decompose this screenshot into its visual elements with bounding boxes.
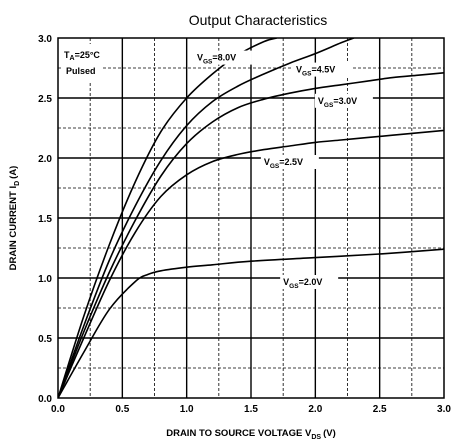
curve-label: VGS=3.0V [318, 96, 357, 109]
curve-label-background [280, 275, 339, 289]
curve-vgs-1 [58, 38, 355, 398]
x-tick-label: 2.5 [373, 404, 387, 415]
curve-label: VGS=2.5V [264, 157, 303, 170]
y-tick-label: 2.0 [38, 154, 52, 165]
plot-frame [57, 37, 445, 399]
x-axis-label: DRAIN TO SOURCE VOLTAGE VDS (V) [166, 428, 336, 441]
curve-label-background [293, 62, 352, 77]
y-tick-label: 0.0 [38, 394, 52, 405]
y-axis-label: DRAIN CURRENT ID(A) [8, 166, 21, 271]
svg-text:Pulsed: Pulsed [66, 66, 96, 76]
y-tick-label: 3.0 [38, 34, 52, 45]
x-tick-label: 1.0 [180, 404, 194, 415]
x-tick-label: 0.5 [115, 404, 129, 415]
tick-labels: 0.0 0.5 1.0 1.5 2.0 2.5 3.0 0.0 0.5 1.0 1.5 2.0 2.5 3… [38, 34, 451, 415]
svg-text:TA=25°C: TA=25°C [64, 50, 100, 62]
curve-vgs-3 [58, 129, 444, 398]
x-tick-label: 2.0 [308, 404, 322, 415]
curve-vgs-2 [58, 72, 444, 398]
curve-labels: VGS=8.0V VGS=4.5V VGS=3.0V VGS=2.5V VGS=2.0V [193, 50, 373, 290]
y-tick-label: 2.5 [38, 94, 52, 105]
curve-label: VGS=4.5V [296, 65, 335, 78]
x-tick-label: 3.0 [437, 404, 451, 415]
chart-title: Output Characteristics [189, 12, 328, 28]
curve-label: VGS=8.0V [197, 53, 236, 66]
grid [58, 38, 444, 398]
curve-vgs-0 [58, 38, 277, 398]
y-tick-label: 1.0 [38, 274, 52, 285]
curves [58, 38, 444, 398]
y-tick-label: 1.5 [38, 214, 52, 225]
y-tick-label: 0.5 [38, 334, 52, 345]
x-tick-label: 0.0 [51, 404, 65, 415]
curve-label: VGS=2.0V [283, 277, 322, 290]
curve-vgs-4 [58, 248, 444, 398]
curve-label-background [314, 93, 373, 108]
curve-label-background [260, 155, 319, 169]
x-tick-label: 1.5 [244, 404, 258, 415]
curve-label-background [193, 50, 252, 65]
temperature-annotation: TA=25°C Pulsed [62, 44, 102, 82]
